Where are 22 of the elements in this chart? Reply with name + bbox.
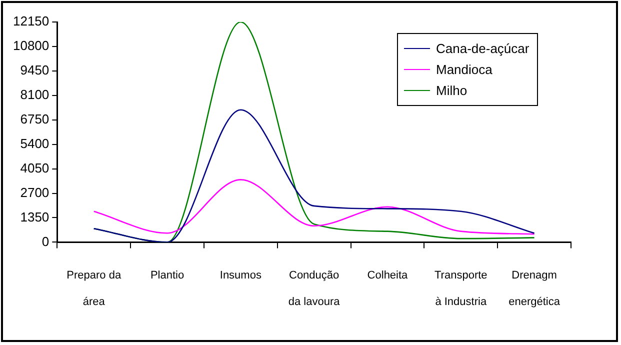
y-tick-label: 8100 bbox=[20, 86, 50, 102]
category-label: Preparo da área bbox=[66, 269, 122, 308]
y-tick-label: 10800 bbox=[12, 38, 50, 54]
y-tick-label: 6750 bbox=[20, 111, 50, 126]
legend-label: Milho bbox=[436, 83, 468, 98]
x-tick-label: Colheita bbox=[367, 269, 409, 282]
category-label: Transporte à Industria bbox=[434, 269, 488, 308]
y-tick-label: 2700 bbox=[20, 184, 50, 200]
y-tick-label: 9450 bbox=[20, 62, 50, 78]
legend-label: Cana-de-açúcar bbox=[436, 41, 530, 56]
line-series bbox=[93, 179, 535, 235]
category-label: Condução da lavoura bbox=[288, 269, 340, 308]
x-tick-label: Insumos bbox=[220, 269, 262, 282]
y-tick-label: 1350 bbox=[20, 209, 50, 224]
y-tick-label: 5400 bbox=[20, 136, 50, 151]
category-label: Drenagm energética bbox=[508, 269, 560, 308]
y-tick-label: 0 bbox=[42, 234, 50, 249]
legend-label: Mandioca bbox=[436, 62, 492, 77]
x-tick-label: Plantio bbox=[150, 269, 184, 282]
y-tick-label: 4050 bbox=[20, 160, 50, 176]
y-tick-label: 12150 bbox=[12, 14, 50, 29]
line-series bbox=[93, 109, 535, 242]
